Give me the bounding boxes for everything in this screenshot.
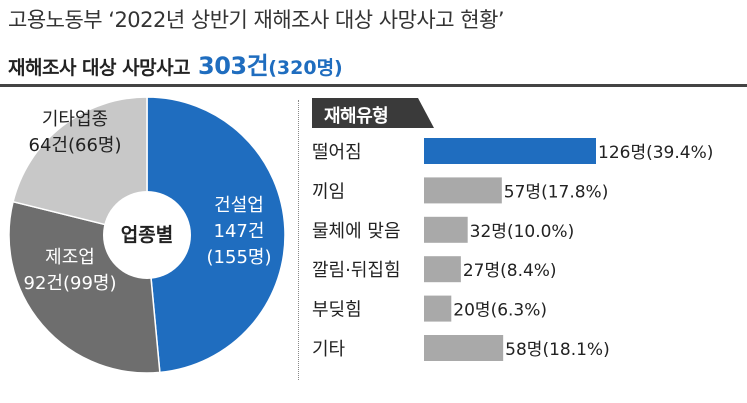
bar-value-label: 27명(8.4%) [463, 261, 557, 281]
subtitle-people: (320명) [268, 57, 343, 79]
bar-category-label: 떨어짐 [312, 142, 362, 163]
bar-4 [424, 295, 452, 322]
header-divider [0, 84, 747, 87]
bar-category-label: 기타 [312, 339, 346, 360]
bar-3 [424, 256, 461, 283]
pie-label-1: 제조업 92건(99명) [24, 247, 117, 294]
bar-category-label: 부딪힘 [312, 300, 362, 321]
panel-divider [298, 100, 299, 380]
pie-slice-2 [12, 96, 148, 236]
bar-2 [424, 216, 468, 243]
pie-center-hole [103, 191, 191, 279]
bar-category-label: 물체에 맞음 [312, 221, 401, 242]
title-tag-shape [312, 98, 434, 128]
pie-label-0: 건설업 147건 (155명) [207, 195, 272, 268]
pie-label-2: 기타업종 64건(66명) [29, 109, 122, 156]
pie-slice-0 [146, 96, 286, 374]
bar-value-label: 58명(18.1%) [505, 340, 610, 360]
bar-value-label: 57명(17.8%) [504, 182, 609, 202]
page-title: 고용노동부 ‘2022년 상반기 재해조사 대상 사망사고 현황’ [8, 8, 505, 32]
subtitle-count: 303건 [198, 52, 269, 80]
bar-5 [424, 335, 504, 361]
subtitle: 재해조사 대상 사망사고 303건(320명) [8, 46, 343, 81]
accident-type-bar-chart: 떨어짐 126명(39.4%) 끼임 57명(17.8%) 물체에 맞음 32명(10.0… [312, 138, 713, 361]
subtitle-label: 재해조사 대상 사망사고 [8, 57, 191, 79]
bar-value-label: 126명(39.4%) [598, 143, 713, 163]
bar-0 [424, 138, 596, 164]
bar-chart-title: 재해유형 [324, 106, 389, 127]
industry-pie-chart: 업종별 건설업 147건 (155명) 제조업 92건(99명) 기타업종 64건(66명) [8, 96, 286, 374]
bar-category-label: 끼임 [312, 181, 345, 202]
pie-center-label: 업종별 [121, 224, 173, 246]
bar-value-label: 32명(10.0%) [470, 222, 575, 242]
bar-category-label: 깔림·뒤집힘 [312, 260, 401, 281]
bar-chart-title-tag: 재해유형 [312, 98, 434, 128]
bar-value-label: 20명(6.3%) [453, 301, 547, 321]
bar-1 [424, 177, 502, 204]
